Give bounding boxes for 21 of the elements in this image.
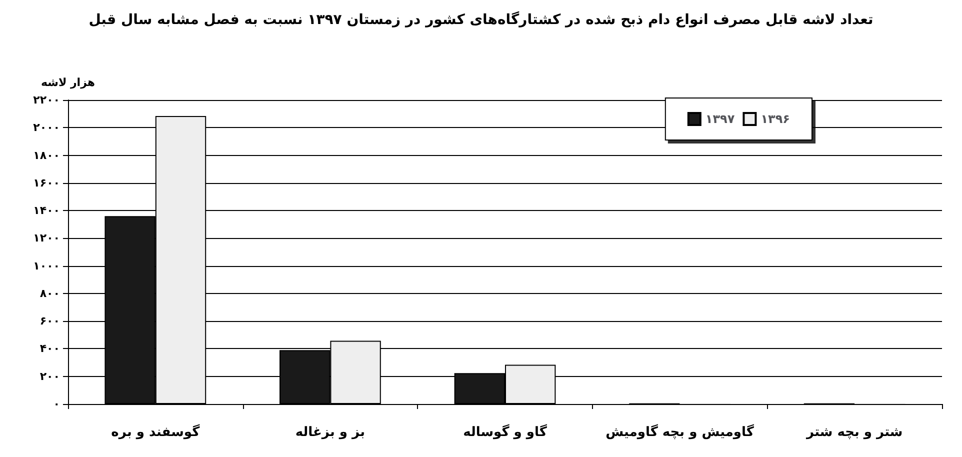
y-tick-label: ۲۰۰۰	[33, 121, 60, 134]
y-tick-label: ۱۰۰۰	[33, 259, 60, 272]
legend-label: ۱۳۹۶	[760, 112, 790, 126]
y-tick-label: ۱۸۰۰	[33, 148, 60, 162]
legend-label: ۱۳۹۷	[705, 112, 736, 126]
x-tick-label: بز و بزغاله	[295, 425, 366, 440]
y-tick-label: ۱۲۰۰	[33, 232, 60, 245]
y-tick-label: ۰	[53, 398, 60, 410]
chart-title: تعداد لاشه قابل مصرف انواع دام ذبح شده در کشتارگاه‌های کشور در زمستان ۱۳۹۷ نسبت به فصل مشابه سال قبل	[88, 11, 874, 28]
y-tick-label: ۴۰۰	[40, 342, 60, 356]
y-tick-label: ۲۲۰۰	[33, 94, 60, 106]
x-tick-label: گاومیش و بچه گاومیش	[606, 424, 754, 440]
y-tick-label: ۲۰۰	[40, 370, 60, 383]
x-tick-label: گوسفند و بره	[111, 424, 200, 440]
y-axis-title: هزار لاشه	[40, 76, 96, 89]
y-tick-label: ۶۰۰	[40, 314, 60, 328]
y-tick-label: ۱۶۰۰	[33, 176, 60, 190]
y-tick-label: ۱۴۰۰	[33, 204, 60, 218]
x-tick-label: گاو و گوساله	[463, 424, 548, 440]
x-tick-label: شتر و بچه شتر	[806, 425, 903, 440]
y-tick-label: ۸۰۰	[40, 286, 60, 300]
